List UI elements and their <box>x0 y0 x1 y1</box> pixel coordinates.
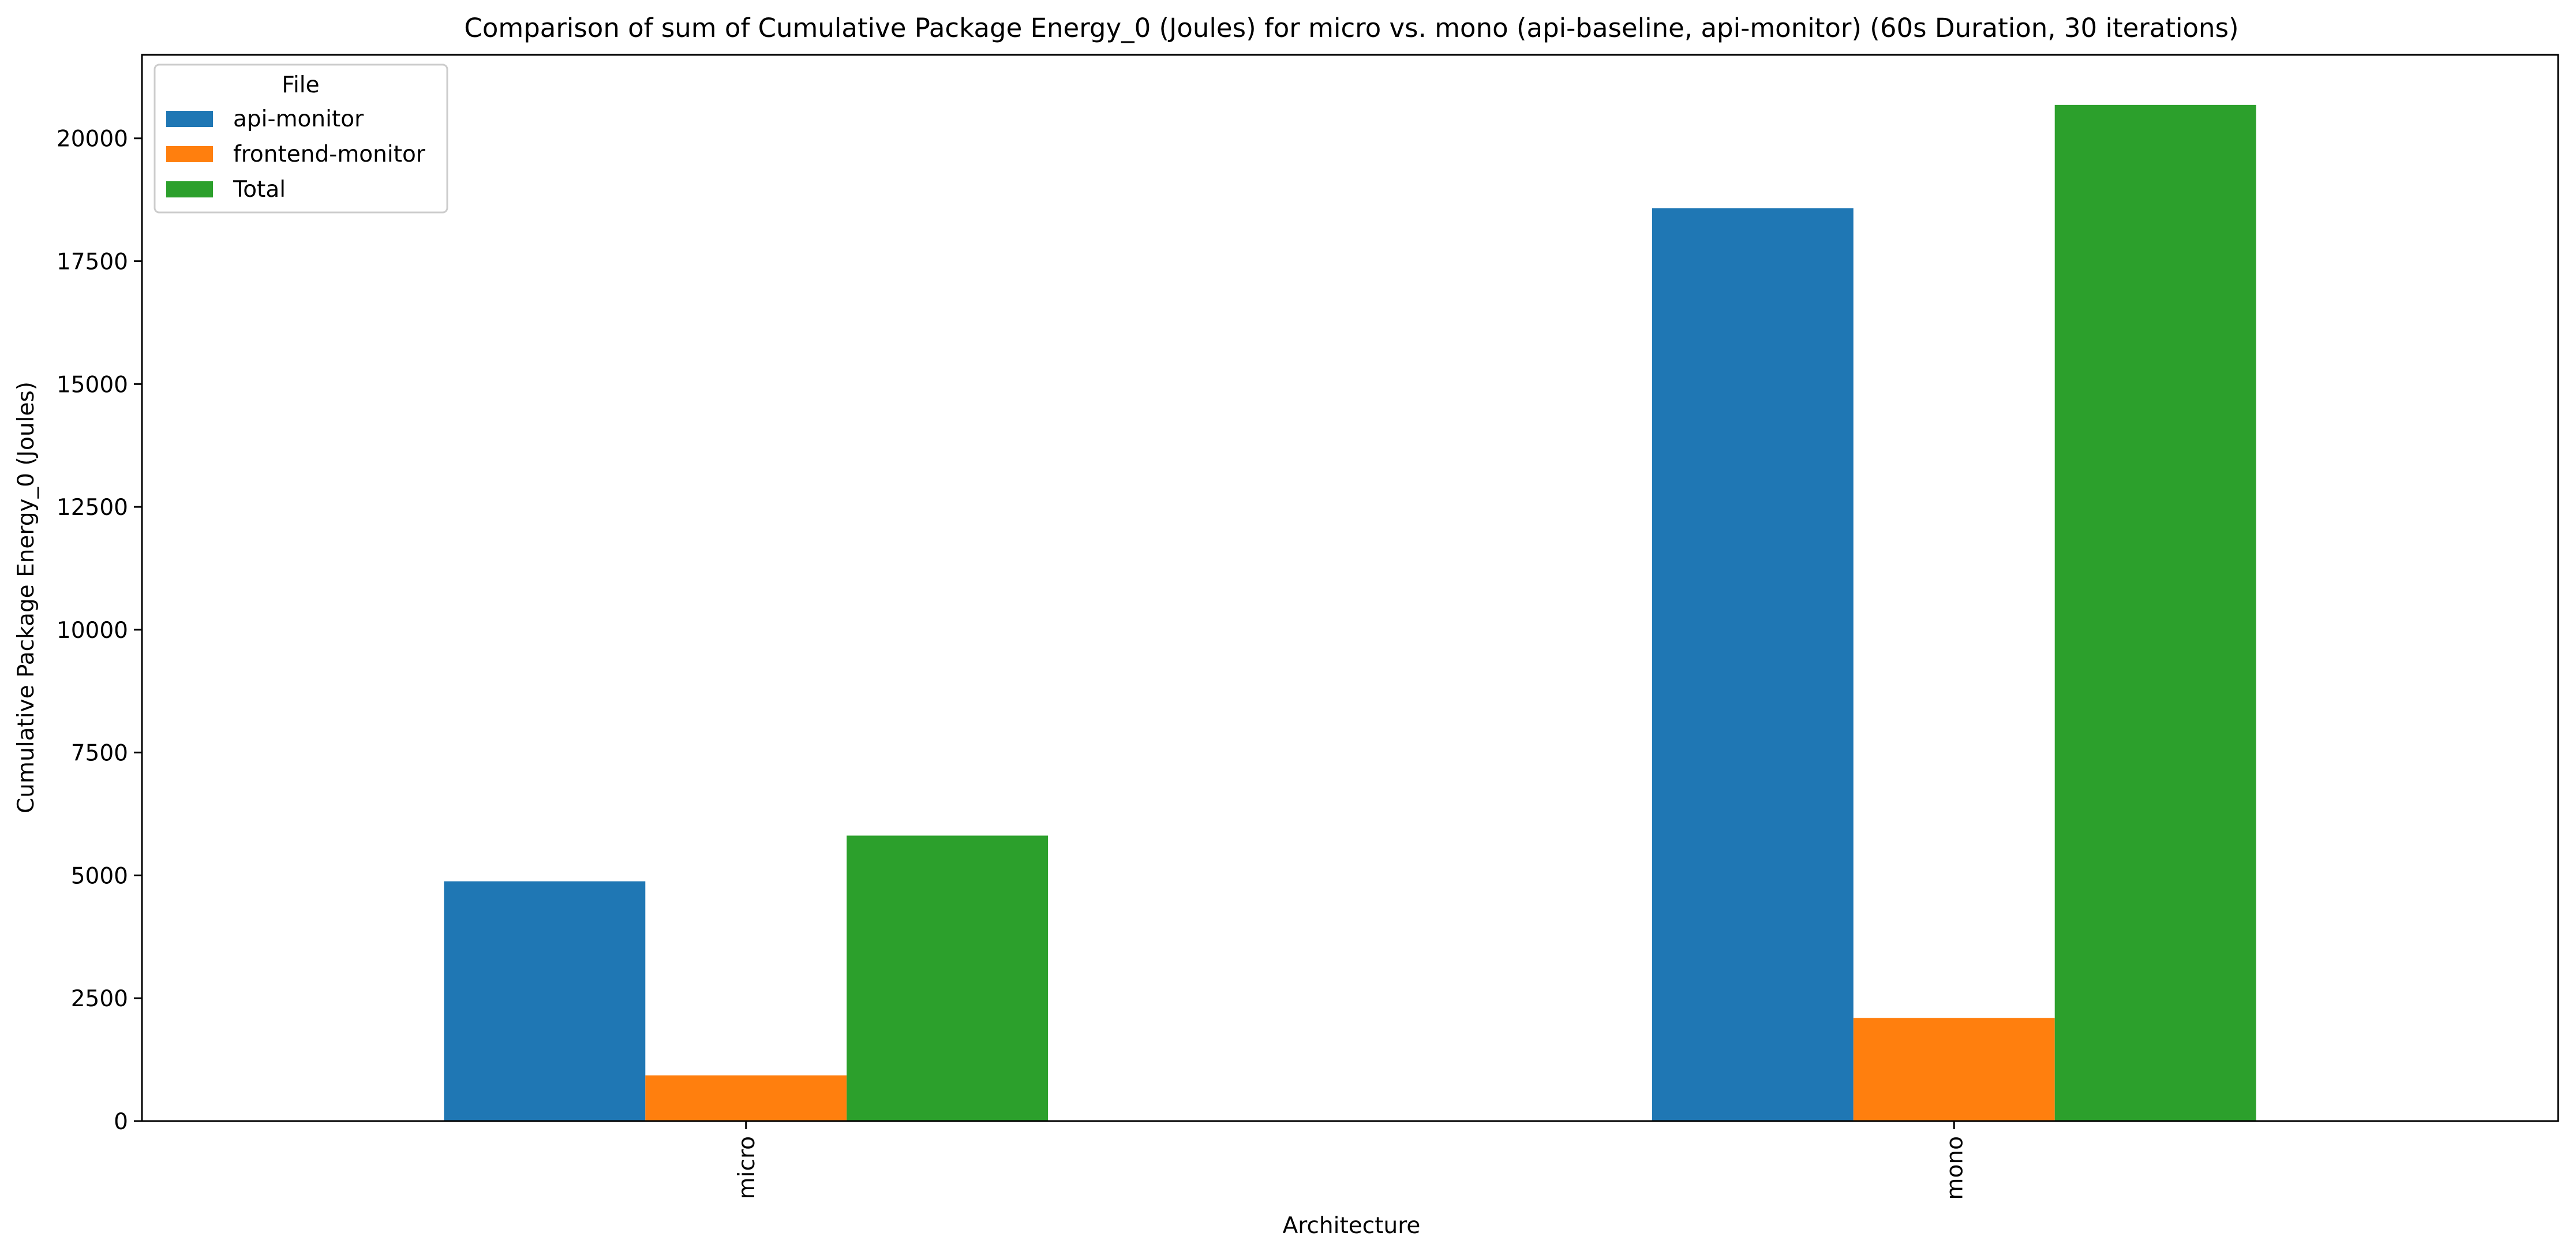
y-tick-label: 20000 <box>57 126 128 152</box>
y-tick-label: 10000 <box>57 618 128 644</box>
bar-frontend-monitor-mono <box>1853 1018 2055 1121</box>
y-tick-label: 5000 <box>71 863 128 889</box>
legend-title: File <box>282 72 319 98</box>
legend-swatch <box>166 146 213 162</box>
y-axis-label: Cumulative Package Energy_0 (Joules) <box>13 382 39 813</box>
bars <box>444 104 2256 1121</box>
x-tick-label: mono <box>1942 1136 1968 1200</box>
legend: File api-monitor frontend-monitor Total <box>153 64 448 214</box>
bar-api-monitor-mono <box>1652 208 1854 1121</box>
y-tick-label: 7500 <box>71 741 128 767</box>
x-axis-label: Architecture <box>1283 1213 1421 1239</box>
bar-total-micro <box>847 835 1049 1121</box>
y-axis-ticks: 0 2500 5000 7500 10000 12500 15000 17500 20000 <box>57 126 142 1135</box>
y-tick-label: 17500 <box>57 249 128 275</box>
plot-frame <box>141 54 2559 1122</box>
x-tick-label: micro <box>734 1136 760 1199</box>
legend-items: api-monitor frontend-monitor Total <box>166 106 426 203</box>
y-tick-label: 15000 <box>57 372 128 398</box>
legend-swatch <box>166 181 213 197</box>
legend-item-label: Total <box>233 177 286 203</box>
legend-item-label: api-monitor <box>233 106 364 132</box>
y-tick-label: 0 <box>114 1109 128 1135</box>
legend-item-label: frontend-monitor <box>233 141 426 167</box>
bar-frontend-monitor-micro <box>645 1075 847 1121</box>
x-axis-ticks: micro mono <box>734 1121 1968 1200</box>
bar-total-mono <box>2054 104 2256 1121</box>
bar-api-monitor-micro <box>444 881 646 1121</box>
y-tick-label: 2500 <box>71 986 128 1012</box>
y-tick-label: 12500 <box>57 495 128 521</box>
legend-swatch <box>166 111 213 127</box>
legend-box <box>153 64 448 214</box>
chart-title: Comparison of sum of Cumulative Package … <box>464 13 2238 43</box>
